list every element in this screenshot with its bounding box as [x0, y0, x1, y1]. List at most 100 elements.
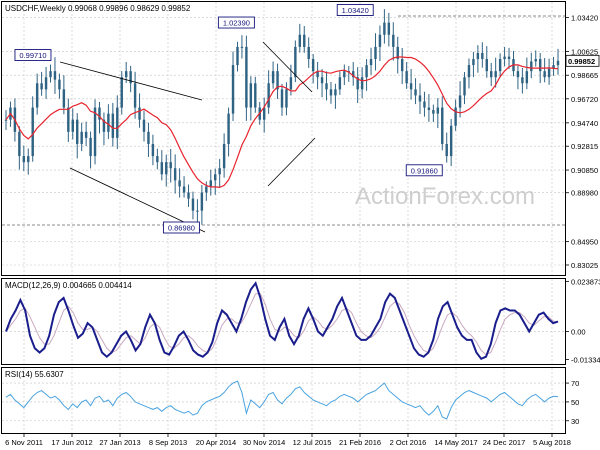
price-label-box [405, 164, 443, 177]
y-tick-label: 0.88980 [571, 189, 598, 198]
rsi-line [5, 380, 559, 420]
y-tick-label: 0.90850 [571, 166, 598, 175]
candle-body [467, 65, 471, 78]
y-axis-labels: 1.03420 1.00625 0.98665 0.96720 0.94740 0.928… [565, 14, 600, 426]
candle-body [423, 101, 426, 108]
candle-body [303, 34, 306, 47]
rsi-tick-label: 50 [571, 398, 579, 407]
candle-body [454, 107, 457, 126]
candle-body [138, 107, 141, 120]
price-panel-title: USDCHF,Weekly 0.99068 0.99896 0.98629 0.… [5, 4, 191, 13]
trendline-lower [69, 167, 206, 233]
moving-average-line [5, 56, 559, 189]
candle-body [129, 71, 132, 84]
candle-body [40, 83, 43, 90]
candle-body [409, 83, 413, 90]
candle-body [400, 59, 404, 72]
candle-body [485, 59, 488, 72]
candle-body [222, 143, 226, 169]
candle-body [165, 162, 168, 175]
x-tick-label: 8 Sep 2013 [149, 438, 187, 447]
candle-body [352, 71, 355, 78]
price-label-box [217, 16, 255, 29]
y-tick-label: 0.92815 [571, 142, 598, 151]
candle-body [276, 71, 279, 90]
candle-body [427, 107, 431, 110]
candle-body [320, 77, 324, 84]
candle-body [441, 107, 444, 144]
candle-body [494, 71, 497, 78]
last-price-label: 0.99852 [568, 57, 595, 66]
candle-body [254, 83, 257, 108]
candle-body [530, 61, 533, 72]
candle-body [245, 46, 248, 108]
x-tick-label: 20 Apr 2014 [196, 438, 236, 447]
candle-body [173, 168, 177, 181]
candle-body [18, 131, 21, 157]
y-tick-label: 0.94740 [571, 119, 598, 128]
candle-body [369, 59, 373, 66]
candle-body [218, 168, 221, 175]
candle-body [182, 186, 186, 193]
trendlines [59, 41, 316, 233]
candle-body [267, 83, 270, 108]
candle-body [298, 34, 302, 47]
candle-body [365, 65, 368, 78]
x-tick-label: 24 Dec 2017 [483, 438, 526, 447]
candle-body [27, 156, 30, 163]
x-tick-label: 27 Jan 2013 [99, 438, 140, 447]
price-label-box [14, 49, 52, 61]
macd-panel-title: MACD(12,26,9) 0.004665 0.004414 [5, 281, 132, 290]
candle-body [294, 46, 297, 78]
candle-body [156, 156, 159, 163]
candle-body [124, 71, 128, 78]
trendline-upper [59, 61, 203, 101]
candle-body [396, 46, 399, 60]
candle-body [481, 52, 484, 60]
candle-body [516, 71, 520, 78]
y-tick-label: 1.03420 [571, 14, 598, 23]
candle-body [31, 107, 34, 157]
candle-body [311, 59, 315, 72]
horizontal-grid [2, 17, 565, 422]
triangle-lower [267, 137, 316, 187]
x-tick-label: 5 Aug 2018 [533, 438, 571, 447]
candle-body [133, 83, 137, 108]
candle-body [196, 210, 199, 212]
candle-body [200, 192, 204, 211]
macd-signal-line [5, 293, 559, 356]
candle-body [343, 71, 346, 78]
candle-body [334, 89, 337, 96]
candle-body [418, 95, 422, 102]
candle-body [307, 46, 310, 60]
candle-body [93, 107, 97, 157]
x-tick-label: 21 Feb 2016 [339, 438, 381, 447]
macd-line [5, 281, 559, 361]
price-label-box [162, 221, 200, 234]
candle-body [249, 83, 253, 108]
candle-body [84, 131, 88, 138]
candle-body [538, 59, 542, 72]
candle-body [525, 71, 529, 84]
y-tick-label: 1.00625 [571, 47, 598, 56]
y-tick-label: 0.98665 [571, 71, 598, 80]
rsi-tick-label: 70 [571, 379, 579, 388]
candle-body [556, 60, 560, 66]
candle-body [205, 186, 208, 193]
price-label: 0.99710 [19, 51, 46, 60]
candle-body [107, 113, 110, 132]
price-label: 1.02390 [223, 19, 250, 28]
candle-body [58, 79, 61, 90]
price-panel-frame [1, 1, 566, 276]
x-tick-label: 14 May 2017 [434, 438, 477, 447]
candle-body [445, 143, 448, 157]
candle-body [356, 77, 359, 90]
candle-body [498, 59, 502, 72]
candle-body [392, 34, 395, 47]
x-axis-labels: 6 Nov 2011 17 Jun 2012 27 Jan 2013 8 Sep 20… [5, 433, 571, 447]
candle-body [62, 89, 66, 108]
rsi-panel-title: RSI(14) 55.6307 [5, 370, 64, 379]
candle-body [116, 107, 119, 138]
candle-body [4, 119, 8, 121]
